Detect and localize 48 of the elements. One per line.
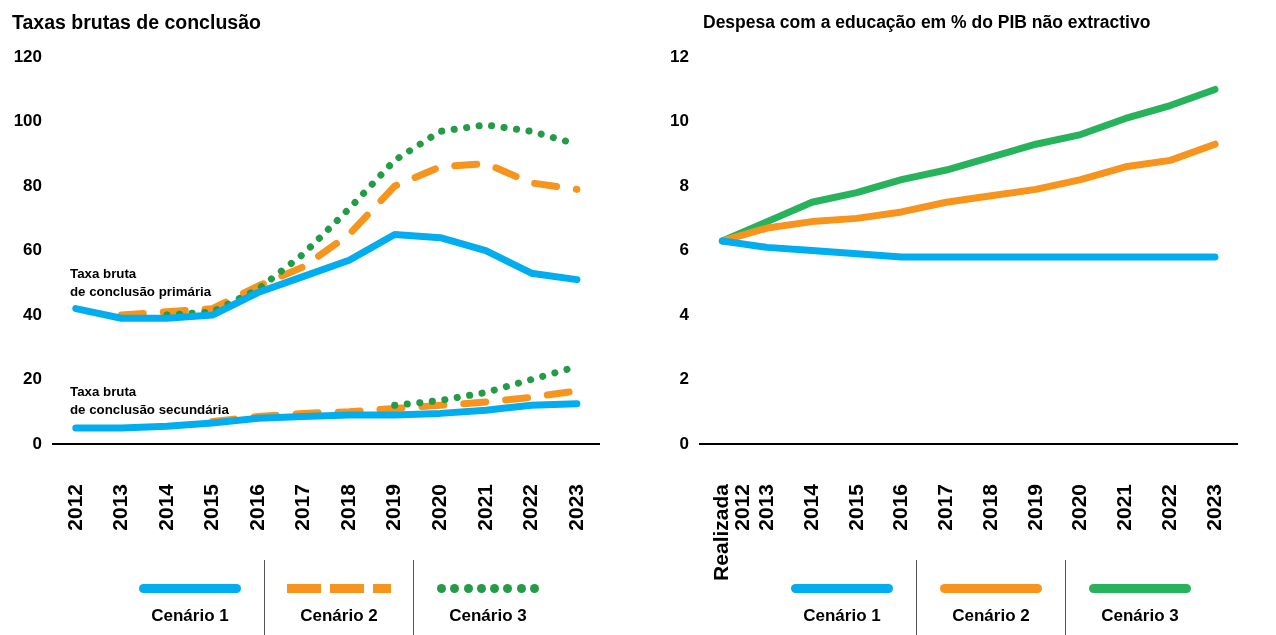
y-tick-label: 20 (23, 369, 42, 389)
y-tick-label: 4 (679, 304, 690, 324)
x-tick-label: 2023 (1201, 484, 1225, 531)
x-tick-label: 2014 (798, 483, 822, 531)
y-tick-label: 12 (670, 46, 689, 66)
x-tick-label: 2022 (1157, 484, 1181, 531)
chart-title: Despesa com a educação em % do PIB não extractivo (703, 12, 1151, 32)
x-tick-label: 2017 (290, 484, 314, 531)
y-tick-label: 120 (13, 46, 42, 66)
x-tick-label: 2021 (1112, 483, 1136, 531)
legend-label: Cenário 1 (803, 606, 881, 626)
y-tick-label: 80 (23, 175, 42, 195)
x-tick-label: 2014 (153, 483, 177, 531)
y-tick-label: 60 (23, 240, 42, 260)
y-tick-label: 10 (670, 111, 689, 131)
x-tick-label: 2019 (381, 484, 405, 531)
x-tick-label: 2015 (843, 483, 867, 531)
x-tick-label: 2016 (888, 484, 912, 531)
annotation: Taxa bruta de conclusão primária (70, 265, 212, 299)
y-tick-label: 100 (13, 111, 42, 131)
x-tick-label: 2019 (1022, 484, 1046, 531)
x-tick-label: Realizada 2012 (709, 483, 754, 581)
legend-label: Cenário 2 (952, 606, 1030, 626)
x-tick-label: 2015 (199, 483, 223, 531)
x-tick-label: 2018 (335, 483, 359, 531)
x-tick-label: 2016 (244, 484, 268, 531)
x-tick-label: 2020 (1067, 484, 1091, 531)
legend-label: Cenário 3 (1101, 606, 1179, 626)
y-tick-label: 2 (679, 369, 689, 389)
y-tick-label: 8 (679, 175, 689, 195)
x-tick-label: 2020 (427, 484, 451, 531)
legend-label: Cenário 1 (151, 606, 229, 626)
x-tick-label: 2013 (753, 484, 777, 531)
x-tick-label: 2018 (977, 483, 1001, 531)
x-tick-label: 2021 (472, 483, 496, 531)
annotation: Taxa bruta de conclusão secundária (70, 383, 230, 417)
x-tick-label: 2017 (933, 484, 957, 531)
legend-label: Cenário 3 (449, 606, 527, 626)
y-tick-label: 0 (32, 433, 42, 453)
y-tick-label: 0 (679, 433, 689, 453)
x-tick-label: 2023 (563, 484, 587, 531)
chart-title: Taxas brutas de conclusão (12, 11, 261, 33)
x-tick-label: 2012 (62, 484, 86, 531)
legend-label: Cenário 2 (300, 606, 378, 626)
y-tick-label: 40 (23, 304, 42, 324)
x-tick-label: 2022 (518, 484, 542, 531)
x-tick-label: 2013 (108, 484, 132, 531)
y-tick-label: 6 (679, 240, 689, 260)
